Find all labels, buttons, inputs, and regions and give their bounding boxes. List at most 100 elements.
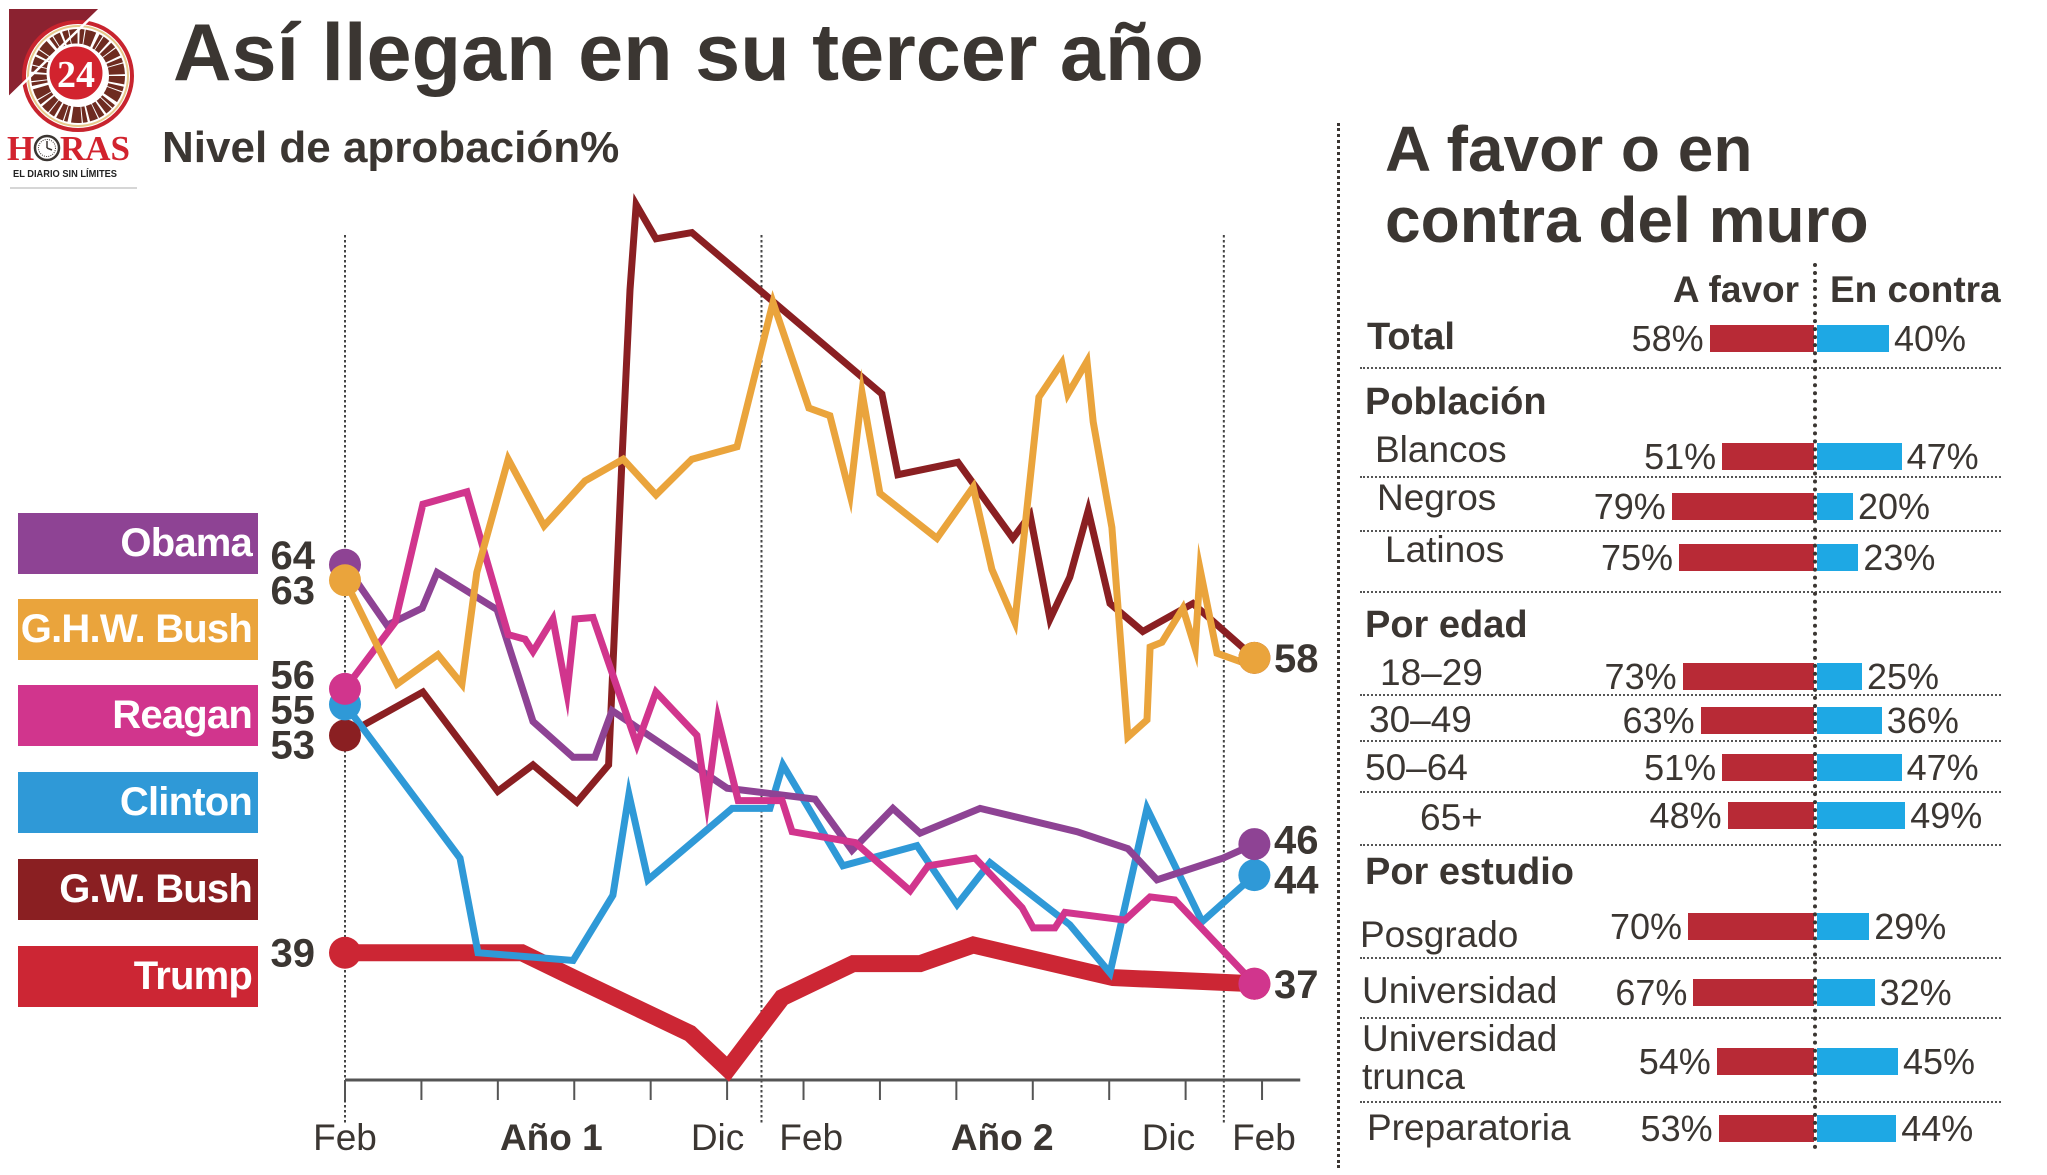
legend-item-reagan: Reagan xyxy=(18,685,258,746)
row-label: 65+ xyxy=(1420,797,1483,838)
start-value-label-clinton: 55 xyxy=(271,689,316,733)
end-value-label: 46 xyxy=(1274,819,1319,863)
start-value-label-obama: 64 xyxy=(271,534,316,578)
contra-percent: 36% xyxy=(1886,700,1959,741)
start-marker-reagan xyxy=(329,672,361,705)
contra-percent: 40% xyxy=(1894,318,1967,359)
poll-row: 30–49 63% 36% xyxy=(0,701,2047,739)
start-marker-trump xyxy=(329,936,361,969)
favor-bar xyxy=(1722,754,1814,781)
row-separator xyxy=(1360,367,2001,369)
x-tick-label: Año 1 xyxy=(500,1117,603,1158)
contra-bar xyxy=(1817,1048,1898,1075)
row-label: 18–29 xyxy=(1380,652,1483,693)
contra-percent: 20% xyxy=(1858,486,1931,527)
favor-percent: 75% xyxy=(1600,537,1673,578)
row-label: Preparatoria xyxy=(1367,1107,1571,1148)
favor-bar xyxy=(1718,1115,1814,1142)
favor-percent: 54% xyxy=(1638,1041,1711,1082)
legend-item-clinton: Clinton xyxy=(18,772,258,833)
wall-poll-title-line-2: contra del muro xyxy=(1385,184,1869,256)
panel-divider xyxy=(1337,123,1340,1168)
contra-bar xyxy=(1817,443,1902,470)
row-separator xyxy=(1360,844,2001,846)
contra-percent: 29% xyxy=(1874,906,1947,947)
row-label: Universidad xyxy=(1362,970,1558,1011)
contra-percent: 25% xyxy=(1867,656,1940,697)
row-label: Blancos xyxy=(1375,429,1507,470)
row-label: Negros xyxy=(1377,477,1497,518)
legend-item-ghw-bush: G.H.W. Bush xyxy=(18,599,258,660)
x-tick-label: Año 2 xyxy=(951,1117,1054,1158)
poll-row: Posgrado 70% 29% xyxy=(0,909,2047,954)
series-line-g-w-bush xyxy=(343,193,1257,808)
x-tick-label: Feb xyxy=(779,1117,843,1158)
page-title: Así llegan en su tercer año xyxy=(173,8,1204,98)
x-tick-label: Dic xyxy=(691,1117,744,1158)
favor-bar xyxy=(1693,979,1814,1006)
x-tick-label: Feb xyxy=(1232,1117,1296,1158)
contra-percent: 47% xyxy=(1906,747,1979,788)
skyline-icon xyxy=(31,29,125,123)
contra-bar xyxy=(1817,802,1906,829)
x-tick-label: Dic xyxy=(1142,1117,1195,1158)
contra-bar xyxy=(1817,754,1902,781)
contra-percent: 47% xyxy=(1906,436,1979,477)
legend-item-obama: Obama xyxy=(18,513,258,574)
legend-label: G.H.W. Bush xyxy=(20,607,253,651)
start-marker-g-w-bush xyxy=(329,719,361,752)
end-marker-g-h-w-bush xyxy=(1238,641,1271,674)
chart-subtitle: Nivel de aprobación% xyxy=(162,123,620,172)
row-label: Total xyxy=(1367,316,1455,358)
favor-percent: 58% xyxy=(1631,318,1704,359)
legend-label: Clinton xyxy=(119,780,253,824)
row-separator xyxy=(1360,694,2001,696)
favor-bar xyxy=(1679,544,1814,571)
end-value-label: 44 xyxy=(1274,859,1319,903)
legend-item-trump: Trump xyxy=(18,946,258,1007)
wall-poll-title-line-1: A favor o en xyxy=(1385,113,1753,185)
row-separator xyxy=(1360,791,2001,793)
wall-poll-title: A favor o en contra del muro xyxy=(1385,114,1869,256)
series-line-trump xyxy=(345,936,1255,1082)
end-marker-obama xyxy=(1238,828,1271,861)
poll-row: Blancos 51% 47% xyxy=(0,431,2047,475)
logo-tagline: EL DIARIO SIN LÍMITES xyxy=(13,167,117,180)
series-line-clinton xyxy=(342,702,1257,981)
row-label: Posgrado xyxy=(1360,914,1519,955)
poll-row: Preparatoria 53% 44% xyxy=(0,1109,2047,1147)
group-title-por-estudio: Por estudio xyxy=(1365,851,1575,893)
poll-row: 65+ 48% 49% xyxy=(0,798,2047,837)
group-title-por-edad: Por edad xyxy=(1365,604,1528,646)
contra-bar xyxy=(1817,1115,1897,1142)
poll-row: Latinos 75% 23% xyxy=(0,531,2047,576)
poll-row: 50–64 51% 47% xyxy=(0,749,2047,786)
logo-name-prefix: H xyxy=(7,129,34,168)
series-line-obama xyxy=(342,562,1256,884)
row-separator xyxy=(1360,476,2001,478)
poll-row-total: Total 58% 40% xyxy=(0,318,2047,357)
poll-row: Universidad 67% 32% xyxy=(0,972,2047,1011)
contra-bar xyxy=(1817,913,1870,940)
row-separator xyxy=(1360,591,2001,593)
logo-badge xyxy=(46,43,106,103)
favor-percent: 73% xyxy=(1604,656,1677,697)
center-divider xyxy=(1813,263,1817,1150)
row-separator xyxy=(1360,1017,2001,1019)
logo-number: 24 xyxy=(57,54,95,96)
favor-bar xyxy=(1722,443,1814,470)
legend-label: Obama xyxy=(120,521,252,565)
contra-percent: 23% xyxy=(1863,537,1936,578)
favor-bar xyxy=(1716,1048,1814,1075)
row-label: 30–49 xyxy=(1369,699,1472,740)
row-label: 50–64 xyxy=(1365,747,1468,788)
row-separator xyxy=(1360,957,2001,959)
favor-percent: 79% xyxy=(1593,486,1666,527)
start-value-label-reagan: 56 xyxy=(271,654,316,698)
end-value-label: 37 xyxy=(1274,963,1319,1007)
logo-name-suffix: RAS xyxy=(60,129,130,168)
series-line-reagan xyxy=(342,487,1257,987)
favor-bar xyxy=(1709,325,1814,352)
column-header-favor: A favor xyxy=(1672,269,1799,310)
favor-bar xyxy=(1671,493,1814,520)
